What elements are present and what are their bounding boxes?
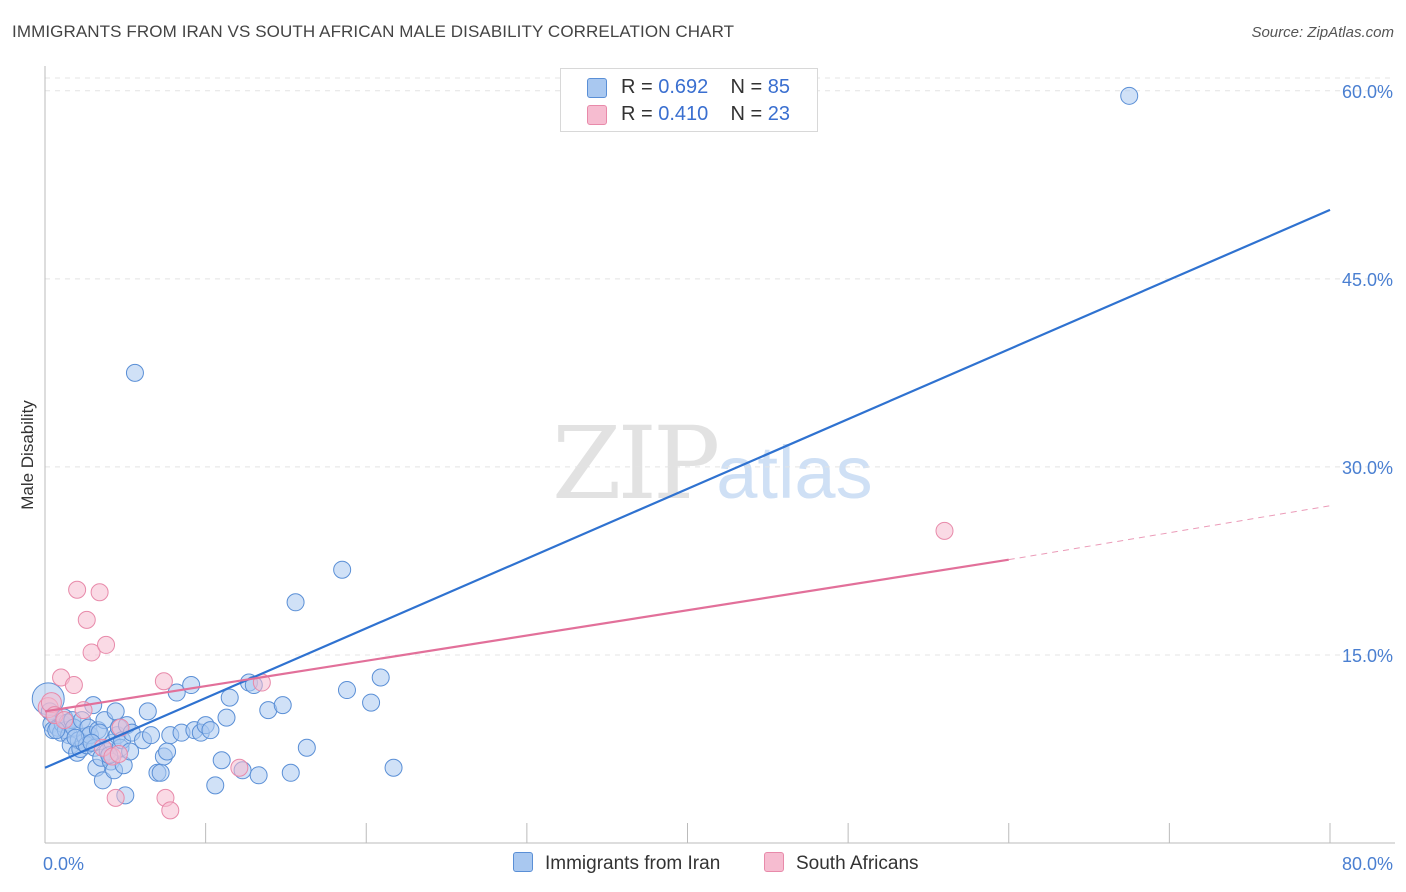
iran-point xyxy=(281,763,300,782)
legend-n-value: 23 xyxy=(767,103,791,125)
legend-r-value: 0.692 xyxy=(658,76,709,98)
y-tick-label: 60.0% xyxy=(1342,82,1393,102)
iran-point xyxy=(249,766,268,785)
iran-point xyxy=(286,593,305,612)
legend-swatch-pink xyxy=(587,105,607,125)
trend-lines xyxy=(44,208,1331,769)
south-african-point xyxy=(68,580,87,599)
iran-point xyxy=(206,776,225,795)
iran-point xyxy=(66,728,85,747)
iran-point xyxy=(362,693,381,712)
south-african-point xyxy=(97,635,116,654)
legend-r-value: 0.410 xyxy=(658,103,709,125)
iran-point xyxy=(182,676,201,695)
iran-point xyxy=(138,702,157,721)
iran-point xyxy=(158,742,177,761)
y-axis-label: Male Disability xyxy=(18,400,37,510)
iran-point xyxy=(142,726,161,745)
iran-point xyxy=(384,758,403,777)
iran-point xyxy=(220,688,239,707)
watermark-atlas: atlas xyxy=(716,431,873,514)
bottom-legend-swatch-blue xyxy=(513,852,533,872)
watermark-zip: ZIP xyxy=(552,405,720,522)
iran-point xyxy=(217,708,236,727)
iran-trend-line xyxy=(44,208,1331,769)
bottom-legend-south-african: South Africans xyxy=(764,852,919,875)
bottom-legend-label-south-african: South Africans xyxy=(796,853,919,874)
legend-n-value: 85 xyxy=(767,76,791,98)
iran-point xyxy=(201,721,220,740)
iran-point xyxy=(151,763,170,782)
south-african-points xyxy=(37,521,954,820)
south-african-point xyxy=(154,672,173,691)
south-african-point xyxy=(230,758,249,777)
y-tick-label: 45.0% xyxy=(1342,270,1393,290)
legend: R = 0.692 N = 85 R = 0.410 N = 23 xyxy=(560,68,818,132)
x-tick-label: 0.0% xyxy=(43,854,84,874)
legend-n-label: N = xyxy=(730,76,763,98)
iran-point xyxy=(371,668,390,687)
iran-point xyxy=(1120,86,1139,105)
iran-point xyxy=(93,771,112,790)
bottom-legend-swatch-pink xyxy=(764,852,784,872)
tick-labels: 15.0% 30.0% 45.0% 60.0% 0.0% 80.0% xyxy=(43,82,1393,874)
south-african-point xyxy=(77,610,96,629)
iran-point xyxy=(337,681,356,700)
gridlines xyxy=(45,77,1395,656)
watermark: ZIPatlas xyxy=(552,405,873,522)
iran-point xyxy=(333,560,352,579)
legend-r-label: R = xyxy=(621,76,653,98)
source-label: Source: ZipAtlas.com xyxy=(1251,24,1394,41)
south-african-point xyxy=(90,583,109,602)
iran-point xyxy=(125,363,144,382)
iran-points xyxy=(31,86,1139,805)
south-african-trend-extension xyxy=(1008,505,1331,561)
south-african-point xyxy=(161,801,180,820)
bottom-legend-label-iran: Immigrants from Iran xyxy=(545,853,721,874)
south-african-point xyxy=(55,711,74,730)
axes xyxy=(44,66,1395,844)
legend-n-label: N = xyxy=(730,103,763,125)
iran-point xyxy=(212,751,231,770)
south-african-point xyxy=(109,744,128,763)
iran-point xyxy=(297,738,316,757)
bottom-legend-iran: Immigrants from Iran xyxy=(513,852,720,875)
x-tick-label: 80.0% xyxy=(1342,854,1393,874)
iran-point xyxy=(273,696,292,715)
south-african-point xyxy=(935,521,954,540)
south-african-trend-line xyxy=(44,558,1009,713)
south-african-point xyxy=(106,788,125,807)
south-african-point xyxy=(64,676,83,695)
iran-point xyxy=(106,702,125,721)
legend-r-label: R = xyxy=(621,103,653,125)
y-tick-label: 15.0% xyxy=(1342,646,1393,666)
legend-swatch-blue xyxy=(587,78,607,98)
south-african-point xyxy=(82,643,101,662)
y-tick-label: 30.0% xyxy=(1342,458,1393,478)
chart-title: IMMIGRANTS FROM IRAN VS SOUTH AFRICAN MA… xyxy=(12,22,735,41)
